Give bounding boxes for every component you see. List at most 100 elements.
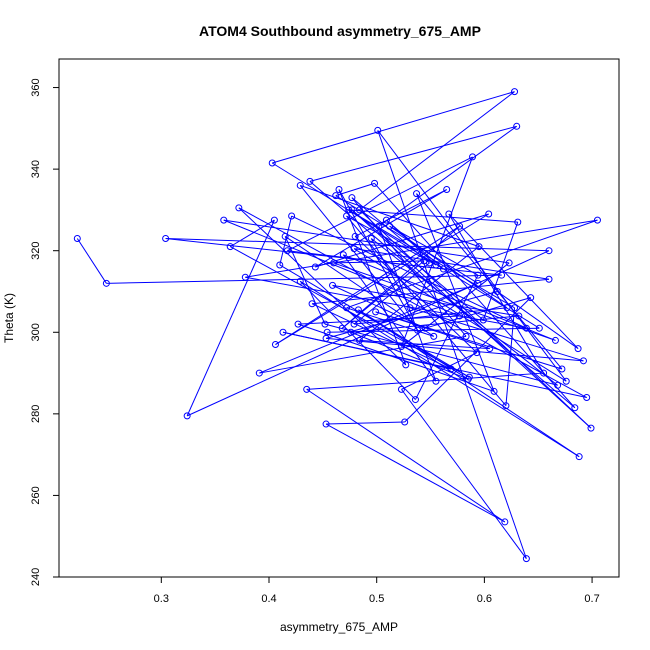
series-line-segment [400, 156, 474, 347]
data-point [501, 518, 509, 526]
data-point [276, 261, 284, 269]
data-point [413, 190, 421, 198]
data-point [401, 418, 409, 426]
data-point [270, 216, 278, 224]
data-point [338, 324, 346, 332]
x-tick-label: 0.3 [154, 593, 169, 605]
series-line-segment [333, 262, 556, 341]
series-line-segment [448, 213, 545, 374]
data-point [102, 279, 110, 287]
data-point [498, 271, 506, 279]
series-line-segment [279, 215, 293, 266]
series-line-segment [386, 219, 437, 266]
data-point [535, 324, 543, 332]
y-tick-label: 240 [30, 568, 42, 586]
x-tick-label: 0.7 [584, 593, 599, 605]
series-line-segment [416, 193, 495, 392]
series-line-segment [359, 246, 480, 341]
data-point [587, 424, 595, 432]
data-point [456, 222, 464, 230]
series-line-segment [311, 303, 452, 370]
data-point [411, 396, 419, 404]
data-point [294, 320, 302, 328]
data-point [226, 243, 234, 251]
chart-title: ATOM4 Southbound asymmetry_675_AMP [199, 23, 481, 39]
data-point [514, 218, 522, 226]
data-point [306, 177, 314, 185]
series-line-segment [350, 315, 519, 333]
data-point [323, 328, 331, 336]
data-point [493, 287, 501, 295]
data-point [485, 210, 493, 218]
series-line-segment [223, 219, 510, 264]
y-tick-label: 320 [30, 242, 42, 260]
data-point [335, 186, 343, 194]
data-point [474, 271, 482, 279]
data-point [505, 259, 513, 267]
data-point [511, 88, 519, 96]
data-point [354, 306, 362, 314]
y-tick-label: 360 [30, 78, 42, 96]
data-point [432, 377, 440, 385]
data-point [351, 232, 359, 240]
data-point [279, 328, 287, 336]
series-line-segment [497, 291, 579, 349]
data-point [430, 332, 438, 340]
data-point [456, 312, 464, 320]
data-point [515, 312, 523, 320]
series-line-segment [378, 226, 437, 382]
data-point [474, 279, 482, 287]
x-tick-label: 0.4 [261, 593, 276, 605]
data-point [473, 349, 481, 357]
data-point [255, 369, 263, 377]
data-point [322, 420, 330, 428]
data-point [402, 361, 410, 369]
data-point [522, 324, 530, 332]
series-line-segment [415, 274, 479, 400]
series-line-segment [326, 337, 584, 362]
y-axis: 240 260 280 300 320 340 360 [30, 78, 59, 586]
series-line-segment [375, 311, 563, 370]
series-line-segment [223, 219, 460, 317]
data-point [183, 412, 191, 420]
data-point [558, 365, 566, 373]
series-line-segment [312, 278, 550, 305]
data-point [296, 277, 304, 285]
data-point [554, 381, 562, 389]
data-point [579, 357, 587, 365]
data-point [551, 336, 559, 344]
series-line-segment [229, 219, 275, 248]
data-point [375, 222, 383, 230]
data-point [571, 404, 579, 412]
series-line-segment [300, 184, 480, 248]
data-point [347, 328, 355, 336]
series-line-segment [282, 331, 587, 399]
data-point [593, 216, 601, 224]
series-line-segment [287, 156, 473, 252]
series-line-segment [287, 250, 444, 270]
series-line-segment [359, 91, 515, 211]
data-point [332, 192, 340, 200]
data-point [486, 345, 494, 353]
series-line-segment [401, 389, 527, 559]
y-tick-label: 280 [30, 405, 42, 423]
data-point [575, 453, 583, 461]
data-point [268, 159, 276, 167]
plot-frame [58, 58, 620, 578]
data-point [503, 304, 511, 312]
data-point [464, 375, 472, 383]
data-point [527, 294, 535, 302]
series-line-segment [298, 315, 460, 325]
series-line-segment [272, 91, 515, 164]
data-point [447, 365, 455, 373]
data-point [502, 402, 510, 410]
series-line-segment [275, 213, 489, 345]
data-point [372, 308, 380, 316]
data-point [235, 204, 243, 212]
data-point [367, 234, 375, 242]
data-point [490, 387, 498, 395]
series-line-segment [259, 282, 479, 374]
data-point [397, 385, 405, 393]
data-point [479, 316, 487, 324]
